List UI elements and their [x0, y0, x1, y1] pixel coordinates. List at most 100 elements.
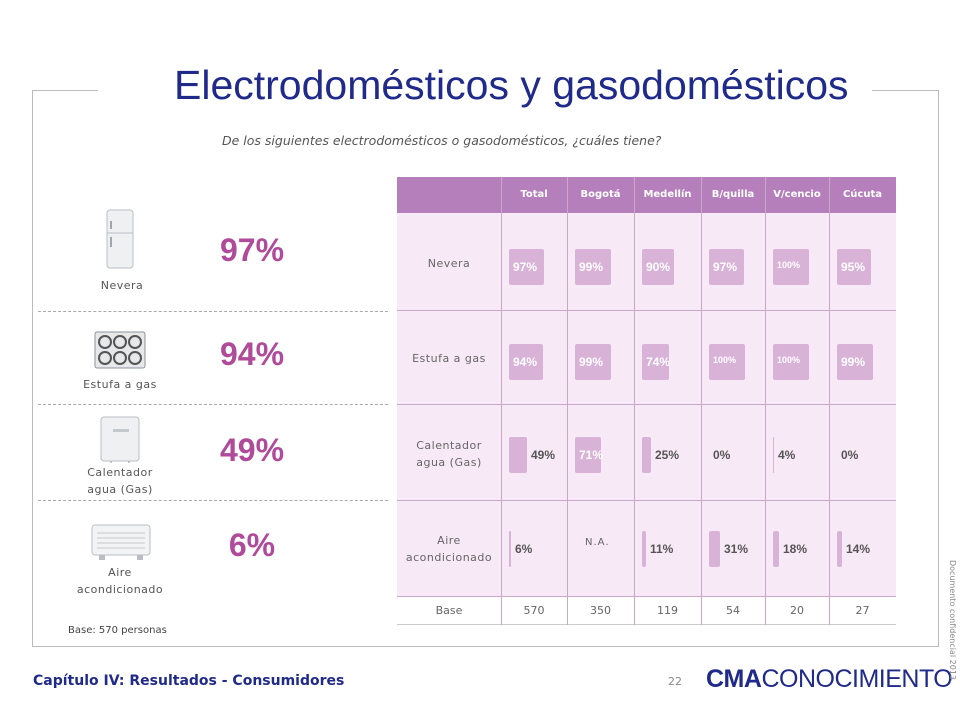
cell-bar	[509, 344, 543, 380]
cell-bar	[509, 437, 527, 473]
table-divider	[829, 177, 830, 625]
cell-value-label: 71%	[579, 448, 604, 462]
cell-value-label: 99%	[841, 355, 866, 369]
gas-stove-icon	[94, 331, 146, 373]
table-divider	[397, 310, 896, 311]
cell-value-label: 6%	[515, 542, 533, 556]
cell-bar	[709, 249, 744, 285]
cell-bar	[575, 437, 601, 473]
cell-bar	[575, 344, 611, 380]
cell-value-label: 90%	[646, 260, 671, 274]
column-header-cucuta: Cúcuta	[842, 189, 883, 200]
column-header-bogota: Bogotá	[580, 189, 621, 200]
column-header-barranquilla: B/quilla	[711, 189, 755, 200]
cell-value-label: 94%	[513, 355, 538, 369]
summary-label-calentador: Calentador agua (Gas)	[87, 466, 153, 496]
base-cell: 27	[855, 604, 870, 617]
separator	[38, 311, 388, 312]
separator	[38, 404, 388, 405]
table-divider	[634, 177, 635, 625]
cell-bar	[575, 249, 611, 285]
table-header	[397, 177, 896, 213]
cell-value-label: 4%	[778, 448, 796, 462]
cell-bar	[837, 249, 871, 285]
cell-value-label: 99%	[579, 355, 604, 369]
confidential-note: Documento confidencial 2013.	[948, 560, 957, 683]
cell-bar	[773, 531, 779, 567]
cell-value-label: 97%	[513, 260, 538, 274]
cell-value-label: 99%	[579, 260, 604, 274]
cell-value-label: 31%	[724, 542, 749, 556]
base-cell: 570	[523, 604, 545, 617]
base-cell: 350	[590, 604, 611, 617]
cell-bar	[642, 437, 651, 473]
air-conditioner-icon	[91, 521, 151, 565]
refrigerator-icon	[106, 209, 134, 273]
cell-bar	[773, 249, 809, 285]
cell-bar	[837, 531, 842, 567]
separator	[38, 500, 388, 501]
summary-pct-nevera: 97%	[219, 232, 285, 268]
cell-bar	[509, 531, 511, 567]
summary-label-estufa: Estufa a gas	[83, 378, 157, 391]
cell-bar	[709, 344, 745, 380]
cell-bar	[642, 531, 646, 567]
frame-top-right	[872, 90, 939, 91]
question-subtitle: De los siguientes electrodomésticos o ga…	[222, 133, 662, 148]
summary-label-nevera: Nevera	[100, 279, 144, 292]
base-cell: 20	[790, 604, 804, 617]
cell-value-label: 14%	[846, 542, 871, 556]
cell-value-label: 100%	[713, 355, 737, 365]
company-logo: CMACONOCIMIENTO	[706, 665, 953, 693]
cell-value-label: 11%	[650, 542, 674, 556]
cell-value-label: 100%	[777, 260, 801, 270]
base-cell: 119	[657, 604, 678, 617]
cell-value-label: 18%	[783, 542, 808, 556]
cell-value-na: N.A.	[585, 537, 610, 548]
table-divider	[397, 596, 896, 597]
cell-value-label: 0%	[841, 448, 859, 462]
page-number: 22	[668, 675, 682, 688]
row-header-estufa: Estufa a gas	[412, 352, 486, 365]
column-header-medellin: Medellín	[643, 189, 692, 200]
cell-bar	[837, 344, 873, 380]
summary-pct-estufa: 94%	[219, 336, 285, 372]
table-base-row	[397, 596, 896, 625]
table-divider	[765, 177, 766, 625]
cell-bar	[642, 344, 669, 380]
row-header-calentador: Calentador agua (Gas)	[416, 439, 482, 469]
cell-value-label: 97%	[713, 260, 738, 274]
cell-bar	[709, 531, 720, 567]
column-header-total: Total	[520, 189, 548, 200]
frame-bottom	[32, 646, 939, 647]
table-divider	[567, 177, 568, 625]
cell-bar	[509, 249, 544, 285]
column-header-villavicencio: V/cencio	[773, 189, 821, 200]
cell-bar	[642, 249, 674, 285]
cell-value-label: 0%	[713, 448, 731, 462]
base-note: Base: 570 personas	[68, 625, 167, 636]
cell-value-label: 49%	[531, 448, 556, 462]
cell-value-label: 100%	[777, 355, 801, 365]
frame-right	[938, 90, 939, 646]
base-row-label: Base	[435, 604, 463, 617]
cell-value-label: 95%	[841, 260, 866, 274]
cell-value-label: 74%	[646, 355, 671, 369]
water-heater-icon	[99, 415, 141, 467]
table-divider	[501, 177, 502, 625]
summary-pct-calentador: 49%	[219, 432, 285, 468]
cell-bar	[773, 344, 809, 380]
base-cell: 54	[726, 604, 740, 617]
table-divider	[397, 500, 896, 501]
summary-pct-aire: 6%	[228, 527, 276, 563]
frame-top-left	[32, 90, 98, 91]
cell-value-label: 25%	[655, 448, 680, 462]
row-header-aire: Aire acondicionado	[405, 534, 493, 564]
cell-bar	[773, 437, 774, 473]
chapter-footer: Capítulo IV: Resultados - Consumidores	[33, 673, 345, 689]
table-divider	[397, 404, 896, 405]
row-header-nevera: Nevera	[427, 257, 471, 270]
table-divider	[701, 177, 702, 625]
page-title: Electrodomésticos y gasodomésticos	[174, 62, 849, 108]
summary-label-aire: Aire acondicionado	[76, 566, 164, 596]
